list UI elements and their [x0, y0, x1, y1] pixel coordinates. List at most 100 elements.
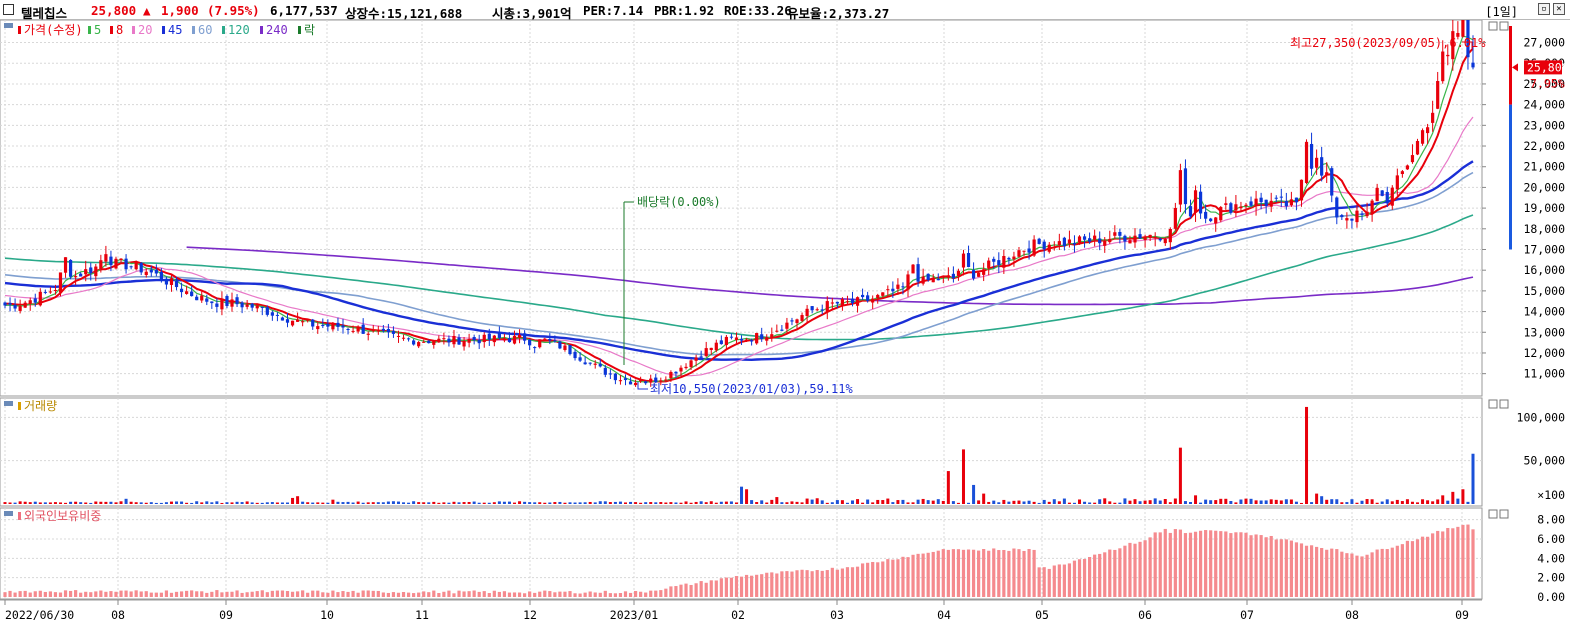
foreign-ratio-bar	[664, 588, 668, 597]
volume-bar	[740, 486, 744, 504]
candle-body	[1188, 206, 1193, 217]
candle-body	[1420, 130, 1425, 144]
candle-body	[1264, 199, 1268, 206]
foreign-ratio-bar	[366, 590, 370, 597]
select-checkbox[interactable]	[3, 4, 14, 15]
foreign-ratio-bar	[295, 591, 300, 597]
minimize-panel-icon[interactable]	[1488, 399, 1498, 409]
foreign-ratio-bar	[53, 592, 58, 597]
foreign-ratio-bar	[1027, 548, 1031, 597]
x-tick-label: 06	[1138, 608, 1152, 622]
legend-ma-45: 45	[168, 23, 182, 37]
close-icon[interactable]: ✕	[1553, 3, 1565, 15]
candle-body	[1072, 242, 1077, 245]
minimize-panel-icon[interactable]	[1488, 509, 1498, 519]
volume-bar	[311, 502, 315, 504]
foreign-ratio-bar	[406, 592, 411, 597]
candle-body	[336, 322, 340, 327]
foreign-ratio-bar	[1309, 545, 1314, 597]
current-change-label: 7.95%	[1530, 76, 1565, 90]
foreign-ratio-bar	[639, 591, 643, 597]
foreign-ratio-bar	[1420, 536, 1425, 597]
volume-bar	[1325, 499, 1329, 504]
candle-body	[492, 335, 496, 343]
candle-body	[588, 362, 592, 364]
candle-body	[1173, 207, 1177, 229]
foreign-ratio-bar	[427, 592, 431, 597]
price-panel-controls[interactable]	[1488, 21, 1509, 31]
foreign-ratio-bar	[139, 591, 143, 597]
volume-bar	[734, 502, 738, 504]
candle-body	[270, 312, 274, 316]
volume-bar	[1269, 499, 1273, 504]
foreign-ratio-bar	[623, 591, 628, 597]
foreign-ratio-bar	[1098, 553, 1102, 597]
foreign-ratio-bar	[548, 591, 552, 597]
candle-body	[1239, 206, 1243, 209]
candle-body	[225, 296, 229, 307]
candle-body	[94, 266, 98, 277]
candle-body	[926, 273, 930, 281]
volume-bar	[1214, 500, 1218, 504]
volume-bar	[795, 501, 799, 504]
candle-body	[810, 306, 814, 311]
volume-bar	[568, 502, 572, 504]
foreign-ratio-bar	[558, 591, 562, 597]
stock-chart[interactable]: 가격(수정) 5 8 20 45 60 120 240 락 거래량 외국인보유비중 최고27,…	[0, 20, 1570, 629]
close-panel-icon[interactable]	[1499, 509, 1509, 519]
foreign-ratio-bar	[926, 552, 930, 597]
foreign-ratio-bar	[68, 590, 73, 597]
y-tick-label: 25,000	[1523, 77, 1565, 91]
candle-body	[3, 302, 7, 306]
candle-body	[765, 337, 769, 341]
close-panel-icon[interactable]	[1499, 21, 1509, 31]
candle-body	[467, 338, 471, 343]
period-selector[interactable]: [1일]	[1485, 5, 1518, 19]
foreign-ratio-bar	[669, 586, 673, 597]
minimize-panel-icon[interactable]	[1488, 21, 1498, 31]
foreign-ratio-bar	[835, 569, 839, 597]
candle-body	[608, 373, 612, 375]
foreign-panel-controls[interactable]	[1488, 509, 1509, 519]
volume-bar	[230, 502, 234, 504]
foreign-ratio-bar	[240, 592, 244, 597]
candle-body	[1082, 236, 1087, 240]
volume-bar	[1294, 501, 1298, 504]
volume-bar	[154, 502, 158, 504]
volume-bar	[371, 502, 375, 504]
foreign-ratio-bar	[608, 593, 612, 597]
panel-menu-icon[interactable]	[4, 511, 13, 516]
volume-bar	[1350, 499, 1354, 504]
close-panel-icon[interactable]	[1499, 399, 1509, 409]
volume-bar	[1113, 502, 1117, 504]
volume-bar	[639, 502, 643, 504]
panel-menu-icon[interactable]	[4, 401, 13, 406]
maximize-icon[interactable]: ▫	[1538, 3, 1550, 15]
foreign-ratio-bar	[533, 592, 537, 597]
volume-bar	[1158, 500, 1162, 504]
foreign-ratio-bar	[1274, 539, 1278, 597]
volume-bar	[1299, 502, 1303, 504]
volume-bar	[1067, 502, 1071, 504]
volume-bar	[1274, 499, 1278, 504]
volume-panel-controls[interactable]	[1488, 399, 1509, 409]
volume-bar	[992, 500, 996, 504]
volume-bar	[200, 502, 204, 504]
candle-body	[13, 304, 17, 309]
candle-body	[190, 291, 194, 297]
candle-body	[1113, 232, 1117, 236]
price-legend: 가격(수정) 5 8 20 45 60 120 240 락	[18, 23, 315, 37]
candle-body	[523, 333, 527, 341]
volume-bar	[220, 502, 224, 504]
y-tick-label: 27,000	[1523, 36, 1565, 50]
volume-bar	[528, 502, 532, 504]
candle-body	[1325, 172, 1329, 176]
panel-menu-icon[interactable]	[4, 23, 13, 28]
volume-bar	[518, 501, 522, 504]
foreign-ratio-bar	[568, 591, 572, 597]
foreign-ratio-bar	[134, 590, 138, 597]
candlesticks	[3, 20, 1475, 387]
foreign-ratio-bar	[1148, 537, 1152, 597]
foreign-ratio-bar	[855, 566, 860, 597]
volume-bar	[240, 502, 244, 504]
